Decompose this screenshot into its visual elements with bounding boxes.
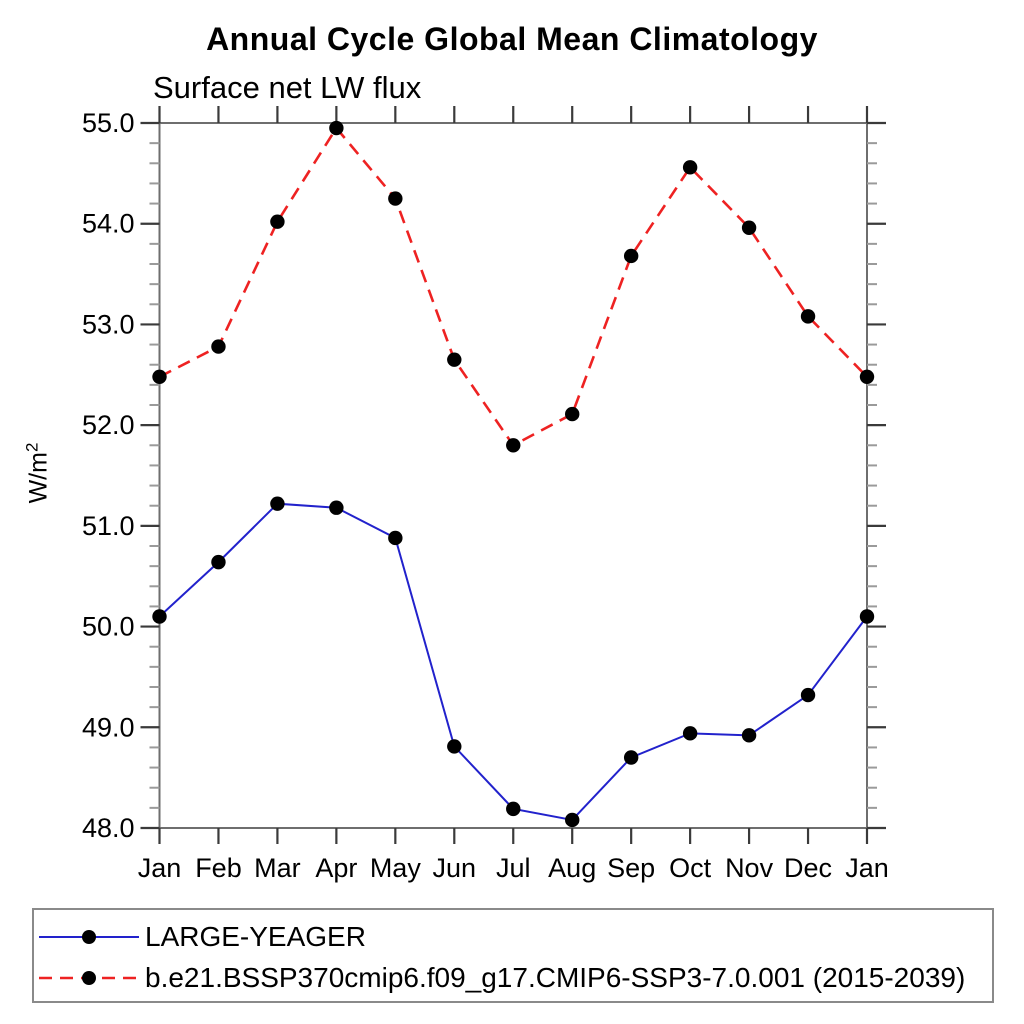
data-point-marker	[388, 530, 403, 546]
x-tick-label: Feb	[195, 853, 242, 883]
x-tick-label: Jul	[496, 853, 531, 883]
legend-row-large-yeager: LARGE-YEAGER	[38, 921, 366, 953]
x-tick-label: May	[370, 853, 422, 883]
data-point-marker	[741, 220, 757, 235]
x-tick-label: Jan	[845, 853, 889, 883]
legend-label: b.e21.BSSP370cmip6.f09_g17.CMIP6-SSP3-7.…	[145, 962, 966, 993]
y-tick-label: 49.0	[82, 712, 135, 742]
data-point-marker	[565, 812, 580, 828]
data-point-marker	[270, 496, 285, 511]
data-point-marker	[506, 801, 521, 817]
data-point-marker	[859, 609, 875, 624]
legend-sample-line-dashed	[39, 971, 139, 985]
data-point-marker	[800, 309, 816, 324]
legend-sample-marker	[82, 930, 96, 944]
data-point-marker	[447, 739, 462, 754]
chart-title: Annual Cycle Global Mean Climatology	[206, 21, 818, 57]
y-tick-label: 51.0	[82, 511, 135, 541]
x-tick-label: Aug	[548, 853, 596, 883]
data-point-marker	[329, 120, 344, 136]
data-point-marker	[682, 726, 698, 741]
legend-box: LARGE-YEAGER b.e21.BSSP370cmip6.f09_g17.…	[32, 908, 994, 1003]
chart-canvas: 48.0 49.0 50.0 51.0 52.0 53.0 54.0 55.0 Jan Feb Ma…	[82, 106, 889, 883]
data-point-marker	[211, 554, 226, 570]
y-tick-label: 54.0	[82, 209, 135, 239]
y-tick-label: 55.0	[82, 108, 135, 138]
data-point-marker	[623, 248, 639, 264]
x-tick-label: Jun	[433, 853, 477, 883]
data-point-marker	[506, 438, 521, 453]
data-point-marker	[447, 352, 462, 367]
data-point-marker	[800, 687, 816, 703]
x-tick-label: Apr	[315, 853, 357, 883]
legend-label: LARGE-YEAGER	[145, 921, 366, 952]
legend-sample-line-solid	[39, 930, 139, 944]
data-point-marker	[565, 406, 580, 422]
y-tick-label: 48.0	[82, 813, 135, 843]
x-tick-label: Jan	[138, 853, 182, 883]
data-point-marker	[211, 339, 226, 354]
data-point-marker	[329, 500, 344, 515]
y-tick-label: 52.0	[82, 410, 135, 440]
plot-frame	[158, 122, 868, 829]
data-point-marker	[152, 609, 167, 624]
data-point-marker	[152, 369, 167, 384]
legend-row-cmip6-ssp3: b.e21.BSSP370cmip6.f09_g17.CMIP6-SSP3-7.…	[38, 962, 965, 994]
x-tick-label: Sep	[607, 853, 655, 883]
legend-sample-marker	[82, 971, 96, 985]
data-point-marker	[623, 750, 639, 765]
data-point-marker	[270, 214, 285, 229]
data-point-marker	[859, 369, 875, 384]
y-tick-label: 53.0	[82, 309, 135, 339]
y-tick-label: 50.0	[82, 612, 135, 642]
data-point-marker	[388, 191, 403, 206]
x-tick-label: Dec	[784, 853, 832, 883]
x-tick-label: Nov	[725, 853, 774, 883]
series-line-solid	[158, 502, 868, 822]
x-tick-label: Oct	[669, 853, 712, 883]
chart-subtitle: Surface net LW flux	[153, 70, 422, 105]
series-line-dashed	[158, 125, 868, 447]
data-point-marker	[741, 728, 757, 743]
x-tick-label: Mar	[254, 853, 301, 883]
data-point-marker	[682, 160, 698, 175]
